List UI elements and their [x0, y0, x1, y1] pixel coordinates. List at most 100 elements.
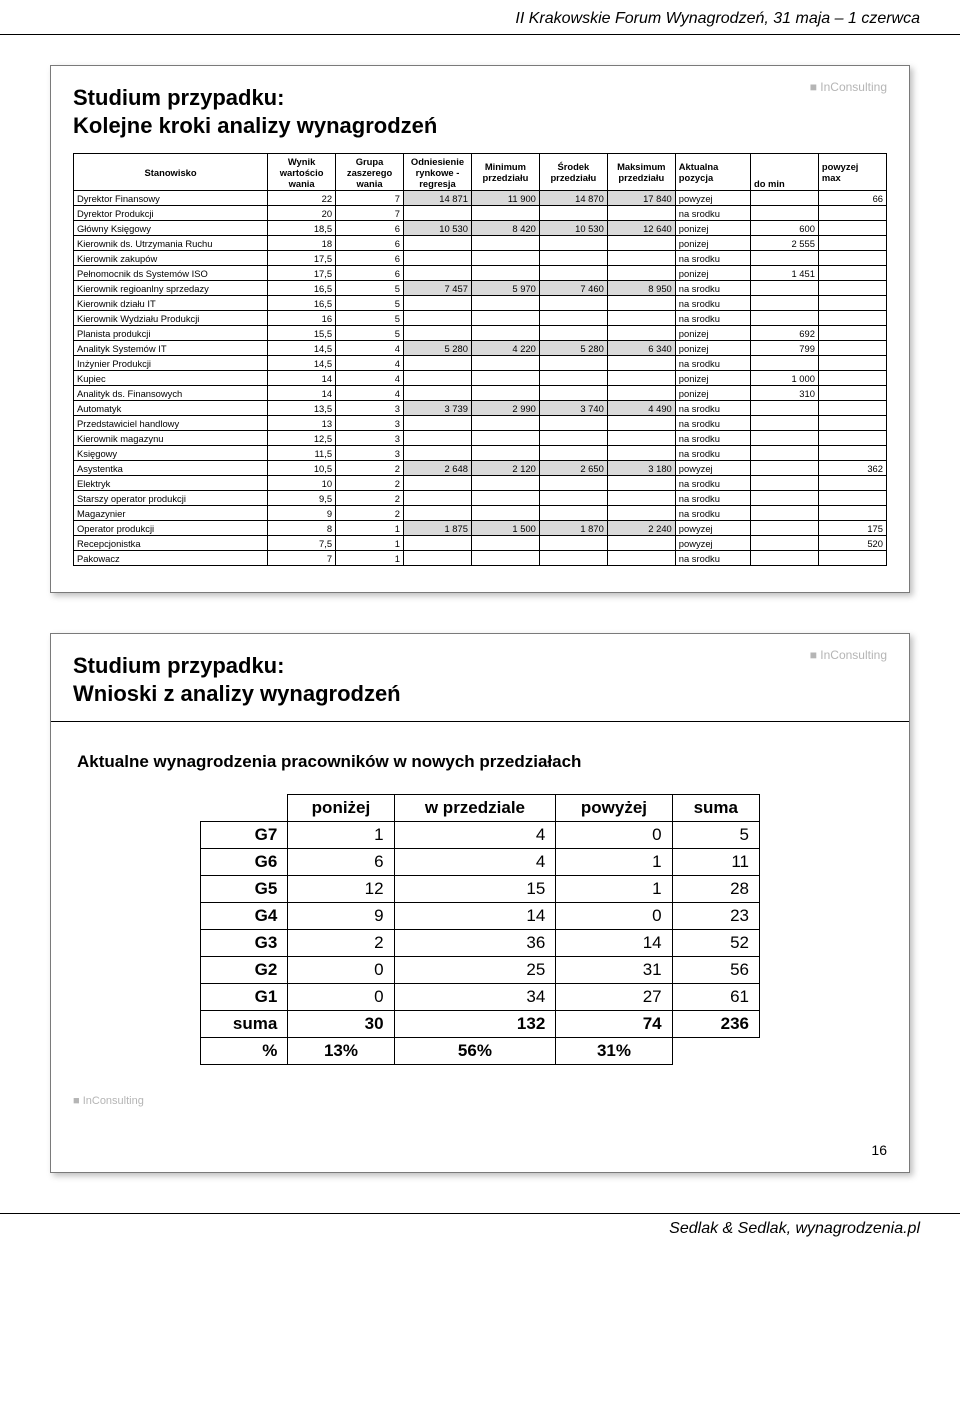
cell	[471, 506, 539, 521]
cell: 14,5	[268, 341, 336, 356]
cell: 15,5	[268, 326, 336, 341]
cell: na srodku	[675, 356, 750, 371]
cell	[539, 206, 607, 221]
h-grupa: Grupa zaszerego wania	[336, 154, 404, 191]
cell	[404, 236, 472, 251]
cell: 17,5	[268, 266, 336, 281]
cell	[471, 296, 539, 311]
cell: 1 500	[471, 521, 539, 536]
cell: 799	[750, 341, 818, 356]
t: Maksimum	[617, 161, 665, 172]
cell	[404, 266, 472, 281]
cell: 1	[336, 536, 404, 551]
cell: suma	[201, 1011, 288, 1038]
cell: 22	[268, 191, 336, 206]
slide2-title-l1: Studium przypadku:	[73, 653, 284, 678]
cell: 14 871	[404, 191, 472, 206]
t: przedziału	[550, 172, 596, 183]
cell: 2	[336, 506, 404, 521]
cell	[607, 476, 675, 491]
cell	[471, 251, 539, 266]
cell	[818, 386, 886, 401]
cell: 4 220	[471, 341, 539, 356]
cell: 13,5	[268, 401, 336, 416]
t: powyzej	[822, 161, 858, 172]
cell	[539, 551, 607, 566]
cell	[404, 311, 472, 326]
cell	[471, 476, 539, 491]
cell	[818, 341, 886, 356]
cell: 3	[336, 446, 404, 461]
table-row: suma3013274236	[201, 1011, 760, 1038]
table-row: Analityk Systemów IT14,545 2804 2205 280…	[74, 341, 887, 356]
cell	[404, 326, 472, 341]
cell	[818, 281, 886, 296]
cell: 27	[556, 984, 672, 1011]
cell	[818, 431, 886, 446]
cell	[818, 371, 886, 386]
cell: 0	[556, 903, 672, 930]
cell: Przedstawiciel handlowy	[74, 416, 268, 431]
t: przedziału	[483, 172, 529, 183]
cell: G4	[201, 903, 288, 930]
table-row: Pakowacz71na srodku	[74, 551, 887, 566]
cell	[539, 266, 607, 281]
cell: 1	[336, 521, 404, 536]
cell	[607, 326, 675, 341]
cell: 175	[818, 521, 886, 536]
table-row: Księgowy11,53na srodku	[74, 446, 887, 461]
cell: 56%	[394, 1038, 556, 1065]
cell: 12	[288, 876, 394, 903]
cell: G6	[201, 849, 288, 876]
cell: 0	[288, 984, 394, 1011]
cell	[607, 266, 675, 281]
cell: 9	[288, 903, 394, 930]
cell	[607, 431, 675, 446]
cell: 1 451	[750, 266, 818, 281]
cell: 74	[556, 1011, 672, 1038]
cell	[750, 206, 818, 221]
cell: 7,5	[268, 536, 336, 551]
cell: 7 460	[539, 281, 607, 296]
cell: 4	[336, 371, 404, 386]
table-row: Automatyk13,533 7392 9903 7404 490na sro…	[74, 401, 887, 416]
cell: ponizej	[675, 386, 750, 401]
cell	[607, 506, 675, 521]
cell: na srodku	[675, 281, 750, 296]
cell	[607, 551, 675, 566]
cell	[818, 446, 886, 461]
cell	[404, 206, 472, 221]
cell	[818, 356, 886, 371]
table-row: Kierownik zakupów17,56na srodku	[74, 251, 887, 266]
cell: 9	[268, 506, 336, 521]
cell	[539, 431, 607, 446]
t: do min	[754, 178, 785, 189]
cell	[539, 386, 607, 401]
slide-2: ■ InConsulting Studium przypadku: Wniosk…	[50, 633, 910, 1173]
h-domin: do min	[750, 154, 818, 191]
cell: na srodku	[675, 251, 750, 266]
cell: 66	[818, 191, 886, 206]
cell: G1	[201, 984, 288, 1011]
cell	[818, 311, 886, 326]
cell: 600	[750, 221, 818, 236]
cell: 1	[556, 876, 672, 903]
cell: Kierownik regioanlny sprzedazy	[74, 281, 268, 296]
t: max	[822, 172, 841, 183]
cell: 6 340	[607, 341, 675, 356]
cell	[607, 386, 675, 401]
cell	[818, 506, 886, 521]
cell	[750, 431, 818, 446]
cell	[471, 551, 539, 566]
cell: powyzej	[675, 536, 750, 551]
cell	[471, 236, 539, 251]
cell: 13%	[288, 1038, 394, 1065]
table-row: Przedstawiciel handlowy133na srodku	[74, 416, 887, 431]
cell: 6	[336, 221, 404, 236]
t: rynkowe -	[416, 167, 460, 178]
cell	[750, 311, 818, 326]
t2-header-cell: suma	[672, 795, 759, 822]
salary-analysis-table: Stanowisko Wynik wartościo wania Grupa z…	[73, 153, 887, 566]
cell: 5	[336, 311, 404, 326]
cell: 4	[394, 822, 556, 849]
